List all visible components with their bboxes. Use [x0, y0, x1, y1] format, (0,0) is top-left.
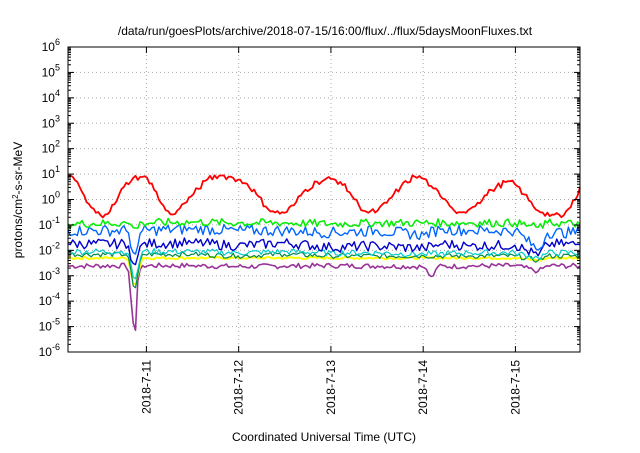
y-tick-exponent: 3	[55, 113, 60, 123]
y-tick-exponent: 6	[55, 37, 60, 47]
y-tick-exponent: 4	[55, 88, 60, 98]
x-axis-label: Coordinated Universal Time (UTC)	[232, 430, 416, 444]
y-tick-exponent: -4	[52, 291, 60, 301]
y-tick-label: 106	[42, 37, 60, 54]
series-line	[67, 174, 581, 219]
y-tick-base: 10	[42, 91, 56, 105]
x-tick-label: 2018-7-11	[139, 360, 153, 414]
x-axis: 2018-7-11 2018-7-12 2018-7-13 2018-7-14 2018…	[139, 47, 522, 415]
y-tick-exponent: 1	[55, 164, 60, 174]
y-tick-label: 104	[42, 88, 60, 105]
y-tick-base: 10	[42, 193, 56, 207]
series-line	[68, 262, 581, 332]
y-tick-label: 10-3	[39, 266, 60, 283]
data-series	[67, 174, 581, 332]
x-tick-label: 2018-7-12	[232, 360, 246, 415]
y-tick-label: 103	[42, 113, 60, 130]
y-tick-label: 10-1	[39, 215, 60, 232]
y-axis: 10-610-510-410-310-210-11001011021031041…	[39, 37, 580, 359]
y-tick-exponent: -1	[52, 215, 60, 225]
x-tick-label: 2018-7-15	[508, 360, 522, 415]
y-tick-label: 10-2	[39, 240, 60, 257]
y-tick-base: 10	[39, 218, 53, 232]
y-tick-base: 10	[42, 167, 56, 181]
y-tick-base: 10	[42, 142, 56, 156]
y-tick-exponent: 5	[55, 62, 60, 72]
x-tick-label: 2018-7-13	[324, 360, 338, 415]
y-tick-base: 10	[42, 65, 56, 79]
series-line	[67, 223, 581, 255]
y-axis-label-sup: 2	[11, 194, 20, 199]
y-tick-exponent: -6	[52, 342, 60, 352]
y-tick-base: 10	[42, 40, 56, 54]
y-tick-base: 10	[39, 345, 53, 359]
y-tick-label: 10-4	[39, 291, 60, 308]
y-tick-base: 10	[39, 320, 53, 334]
y-tick-exponent: -2	[52, 240, 60, 250]
y-tick-label: 105	[42, 62, 60, 79]
y-axis-label-suffix: -s-sr-MeV	[11, 142, 25, 195]
series-line	[67, 255, 581, 286]
y-tick-base: 10	[42, 116, 56, 130]
y-tick-exponent: 0	[55, 190, 60, 200]
y-axis-label-prefix: protons/cm	[11, 199, 25, 258]
y-tick-exponent: 2	[55, 139, 60, 149]
y-tick-exponent: -3	[52, 266, 60, 276]
y-tick-base: 10	[39, 269, 53, 283]
y-tick-label: 101	[42, 164, 60, 181]
y-tick-label: 102	[42, 139, 60, 156]
series-line	[67, 248, 581, 280]
grid	[68, 47, 580, 352]
chart-title: /data/run/goesPlots/archive/2018-07-15/1…	[118, 24, 533, 38]
x-tick-label: 2018-7-14	[416, 360, 430, 415]
y-tick-base: 10	[39, 294, 53, 308]
series-line	[67, 237, 581, 266]
y-tick-exponent: -5	[52, 317, 60, 327]
y-axis-label: protons/cm2-s-sr-MeV	[11, 142, 26, 258]
series-line	[67, 251, 581, 289]
y-tick-label: 10-5	[39, 317, 60, 334]
series-line	[67, 217, 581, 229]
y-tick-base: 10	[39, 243, 53, 257]
y-tick-label: 10-6	[39, 342, 60, 359]
y-tick-label: 100	[42, 190, 60, 207]
